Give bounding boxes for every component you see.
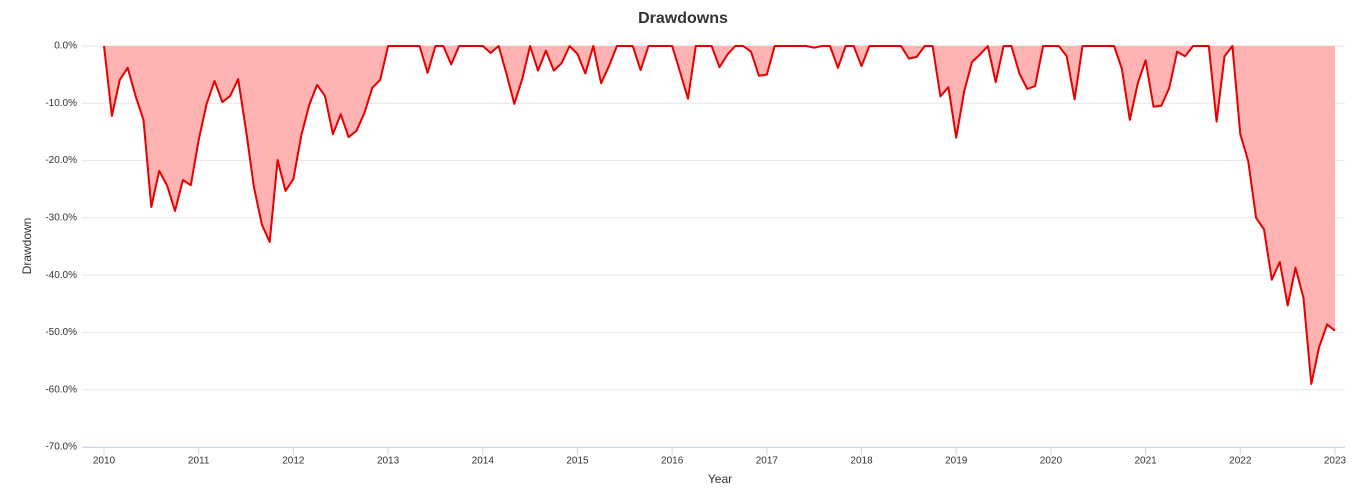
x-tick-label: 2012 — [282, 456, 305, 467]
area-fill — [104, 46, 1335, 384]
x-axis-label: Year — [708, 472, 732, 486]
x-tick-label: 2016 — [661, 456, 684, 467]
x-tick-label: 2021 — [1134, 456, 1157, 467]
x-tick-label: 2023 — [1324, 456, 1347, 467]
y-tick-label: -70.0% — [45, 442, 77, 453]
x-tick-label: 2022 — [1229, 456, 1252, 467]
x-tick-label: 2014 — [472, 456, 495, 467]
y-tick-label: 0.0% — [54, 41, 77, 52]
chart-title: Drawdowns — [638, 10, 728, 27]
y-tick-label: -40.0% — [45, 270, 77, 281]
y-axis-label: Drawdown — [20, 218, 34, 275]
y-tick-label: -20.0% — [45, 155, 77, 166]
y-tick-label: -50.0% — [45, 327, 77, 338]
x-tick-label: 2015 — [566, 456, 589, 467]
drawdown-line — [103, 45, 1336, 385]
x-tick-label: 2010 — [93, 456, 116, 467]
y-tick-label: -60.0% — [45, 384, 77, 395]
x-tick-label: 2020 — [1040, 456, 1063, 467]
x-tick-label: 2017 — [756, 456, 779, 467]
y-tick-label: -30.0% — [45, 212, 77, 223]
x-tick-label: 2019 — [945, 456, 968, 467]
x-tick-label: 2011 — [188, 456, 210, 467]
x-tick-label: 2018 — [850, 456, 873, 467]
y-tick-label: -10.0% — [45, 98, 77, 109]
x-tick-label: 2013 — [377, 456, 400, 467]
